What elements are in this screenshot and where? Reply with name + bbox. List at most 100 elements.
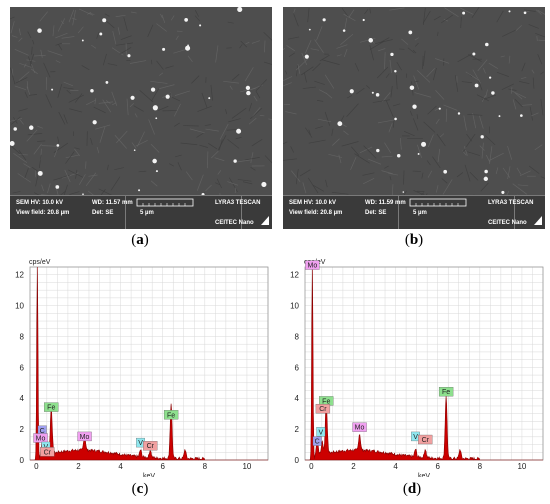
peak-label-c: C	[312, 436, 322, 446]
panel-a: SEM HV: 10.0 kV WD: 11.57 mm LYRA3 TESCA…	[10, 7, 272, 229]
svg-text:C: C	[315, 439, 320, 446]
sem-logo-icon-b	[534, 216, 542, 225]
peak-label-mo: Mo	[352, 422, 367, 432]
caption-d: (d)	[402, 481, 422, 497]
sem-hv-b: SEM HV: 10.0 kV	[289, 200, 337, 206]
y-tick-label: 0	[20, 456, 25, 465]
x-tick-label: 6	[160, 462, 165, 471]
sem-wd-a: WD: 11.57 mm	[92, 200, 133, 206]
sem-micrograph-a	[10, 7, 272, 197]
svg-text:Cr: Cr	[319, 406, 327, 413]
x-tick-label: 2	[351, 462, 356, 471]
peak-label-mo: Mo	[33, 433, 48, 443]
x-axis-label: keV	[143, 473, 155, 477]
peak-label-mo: Mo	[77, 431, 92, 442]
y-tick-label: 4	[295, 394, 300, 403]
svg-text:Cr: Cr	[147, 443, 155, 450]
sem-view-field-b: View field: 20.8 µm	[289, 210, 343, 216]
y-tick-label: 10	[290, 302, 299, 311]
chart-grid	[305, 266, 544, 461]
x-tick-label: 8	[478, 462, 483, 471]
svg-text:Mo: Mo	[36, 435, 46, 442]
svg-text:Cr: Cr	[422, 437, 430, 444]
sem-brand-a: LYRA3 TESCAN	[215, 200, 261, 206]
y-tick-label: 12	[15, 271, 24, 280]
y-axis-label: cps/eV	[29, 259, 51, 266]
caption-b: (b)	[404, 232, 424, 248]
svg-text:Fe: Fe	[167, 412, 175, 419]
x-tick-label: 4	[393, 462, 398, 471]
x-tick-label: 2	[76, 462, 81, 471]
peak-label-mo: Mo	[305, 260, 320, 270]
y-tick-label: 6	[295, 363, 300, 372]
y-tick-label: 8	[20, 332, 25, 341]
sem-det-a: Det: SE	[92, 210, 114, 216]
spectrum-area	[305, 266, 543, 461]
svg-text:Fe: Fe	[47, 405, 55, 412]
svg-text:V: V	[318, 429, 323, 436]
y-tick-label: 12	[290, 271, 299, 280]
peak-label-v: V	[316, 427, 326, 437]
chart-grid	[30, 266, 269, 461]
x-axis-label: keV	[418, 473, 430, 477]
x-tick-label: 8	[203, 462, 208, 471]
peak-label-fe: Fe	[163, 410, 179, 420]
y-tick-label: 0	[295, 456, 300, 465]
sem-footer-a: CEITEC Nano	[215, 220, 254, 226]
sem-texture	[10, 8, 272, 197]
svg-text:Mo: Mo	[308, 263, 318, 270]
caption-letter-b: b	[409, 232, 419, 248]
caption-a: (a)	[131, 232, 149, 248]
svg-text:Mo: Mo	[355, 425, 365, 432]
sem-view-field-a: View field: 20.8 µm	[16, 210, 70, 216]
sem-wd-b: WD: 11.59 mm	[365, 200, 406, 206]
caption-c: (c)	[131, 481, 149, 497]
plot-frame	[29, 266, 269, 461]
sem-info-bar-b: SEM HV: 10.0 kV WD: 11.59 mm LYRA3 TESCA…	[283, 195, 545, 229]
scale-bar-b	[409, 198, 467, 207]
sem-micrograph-b	[283, 7, 545, 197]
peak-label-fe: Fe	[438, 387, 454, 397]
sem-hv-a: SEM HV: 10.0 kV	[16, 200, 64, 206]
sem-scale-b: 5 µm	[413, 210, 427, 216]
scale-bar-a	[136, 198, 194, 207]
sem-brand-b: LYRA3 TESCAN	[488, 200, 534, 206]
y-tick-label: 4	[20, 394, 25, 403]
y-tick-label: 8	[295, 332, 300, 341]
x-tick-label: 6	[435, 462, 440, 471]
caption-letter-d: d	[407, 481, 417, 497]
sem-info-bar-a: SEM HV: 10.0 kV WD: 11.57 mm LYRA3 TESCA…	[10, 195, 272, 229]
peak-label-fe: Fe	[44, 402, 59, 412]
peak-label-cr: Cr	[143, 441, 158, 451]
svg-text:Fe: Fe	[442, 389, 450, 396]
y-tick-label: 6	[20, 363, 25, 372]
svg-text:Mo: Mo	[80, 434, 90, 441]
spectrum-area	[30, 266, 268, 461]
x-tick-label: 0	[309, 462, 314, 471]
peak-label-cr: Cr	[40, 447, 55, 457]
x-tick-label: 10	[242, 462, 251, 471]
svg-text:V: V	[138, 440, 143, 447]
svg-text:C: C	[40, 428, 45, 435]
svg-text:V: V	[413, 434, 418, 441]
sem-texture	[283, 7, 545, 197]
x-tick-label: 0	[34, 462, 39, 471]
sem-footer-b: CEITEC Nano	[488, 220, 527, 226]
peak-label-cr: Cr	[418, 434, 433, 445]
panel-b: SEM HV: 10.0 kV WD: 11.59 mm LYRA3 TESCA…	[283, 7, 545, 229]
sem-scale-a: 5 µm	[140, 210, 154, 216]
peak-label-cr: Cr	[315, 403, 331, 414]
y-tick-label: 10	[15, 302, 24, 311]
y-tick-label: 2	[295, 425, 300, 434]
svg-text:Cr: Cr	[44, 449, 52, 456]
caption-letter-c: c	[136, 481, 144, 497]
sem-image-a: SEM HV: 10.0 kV WD: 11.57 mm LYRA3 TESCA…	[10, 7, 272, 229]
plot-frame	[304, 266, 544, 461]
sem-logo-icon-a	[261, 216, 269, 225]
x-tick-label: 4	[118, 462, 123, 471]
sem-image-b: SEM HV: 10.0 kV WD: 11.59 mm LYRA3 TESCA…	[283, 7, 545, 229]
